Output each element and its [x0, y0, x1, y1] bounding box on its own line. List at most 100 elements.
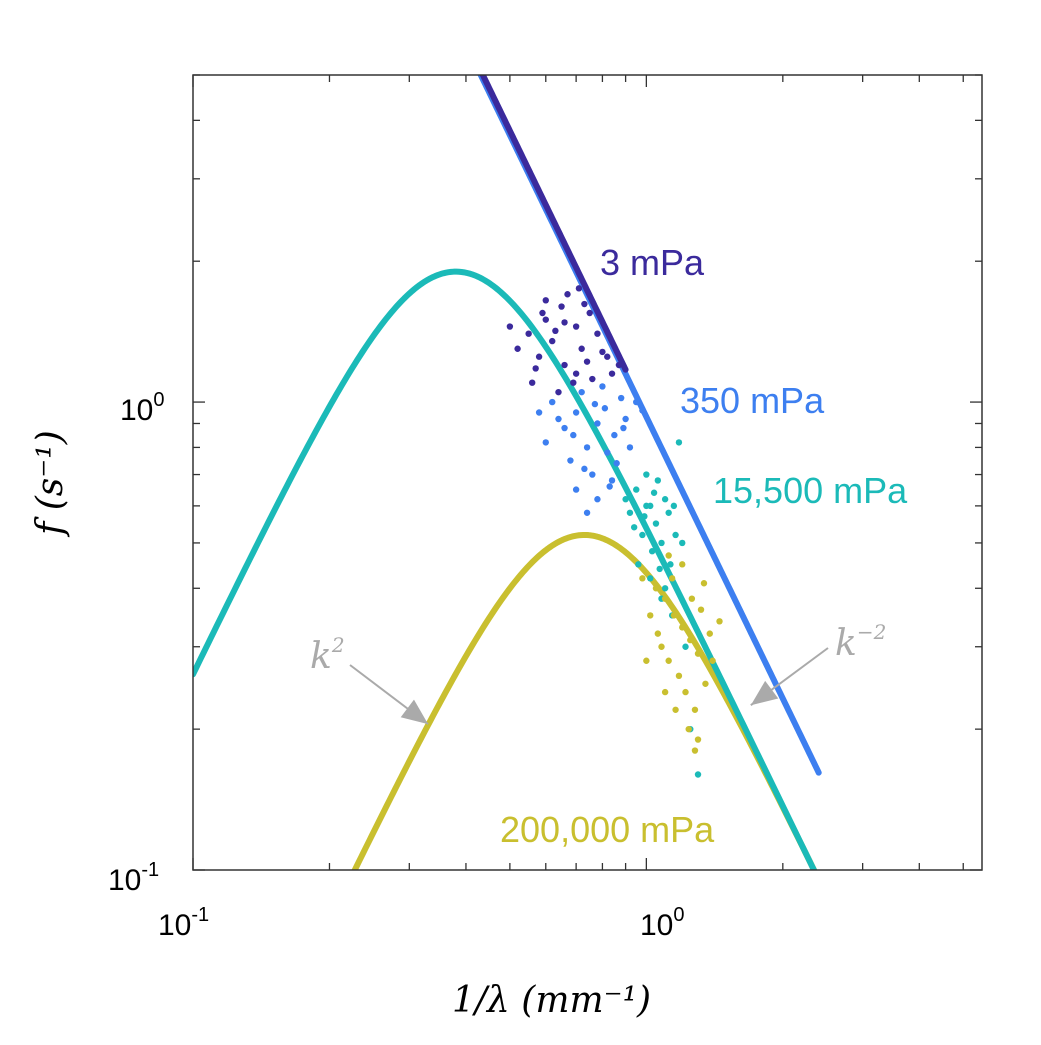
scatter-point — [672, 706, 679, 713]
scatter-point — [542, 316, 549, 323]
scatter-point — [679, 624, 686, 631]
scatter-point — [572, 486, 580, 493]
scatter-point — [688, 595, 696, 602]
scatter-point — [608, 370, 616, 377]
scatter-point — [687, 636, 694, 644]
scatter-point — [555, 415, 562, 423]
scatter-point — [575, 285, 583, 292]
scatter-point — [561, 424, 568, 432]
scatter-point — [564, 291, 571, 298]
scatter-point — [647, 502, 654, 510]
scatter-point — [549, 337, 556, 345]
scatter-point — [583, 509, 591, 516]
x-axis-title: 1/λ (mm⁻¹) — [452, 980, 651, 1021]
scatter-point — [611, 431, 618, 439]
y-tick-label-1: 100 — [120, 389, 165, 427]
annotation-k-2-label: k−2 — [835, 620, 886, 664]
y-axis-title: f (s⁻¹) — [30, 430, 71, 538]
scatter-point — [570, 379, 577, 386]
scatter-point — [535, 409, 543, 416]
scatter-point — [542, 297, 549, 304]
scatter-point — [604, 353, 611, 360]
scatter-point — [532, 365, 539, 372]
scatter-point — [667, 561, 674, 568]
scatter-point — [606, 483, 613, 490]
scatter-point — [665, 657, 672, 664]
scatter-point — [694, 771, 702, 778]
scatter-point — [539, 309, 546, 317]
scatter-point — [641, 513, 648, 520]
scatter-point — [647, 612, 654, 619]
fit-curves — [193, 75, 822, 870]
scatter-point — [626, 444, 634, 451]
scatter-point — [661, 585, 669, 592]
scatter-point — [639, 531, 646, 539]
scatter-point — [661, 688, 669, 696]
scatter-point — [604, 449, 611, 456]
scatter-point — [589, 471, 596, 478]
series-label-15500mpa: 15,500 mPa — [713, 470, 908, 511]
scatter-point — [622, 415, 629, 423]
scatter-point — [572, 323, 580, 330]
scatter-point — [599, 348, 606, 356]
scatter-point — [661, 496, 669, 503]
annotation-k-2-arrow-head — [750, 680, 779, 706]
scatter-point — [572, 370, 580, 377]
scatter-point — [626, 509, 634, 516]
scatter-point — [620, 424, 627, 432]
scatter-point — [670, 612, 678, 619]
scatter-point — [658, 539, 665, 547]
scatter-point — [615, 361, 623, 369]
scatter-point — [535, 353, 543, 360]
scatter-point — [552, 327, 559, 335]
scatter-point — [555, 388, 562, 396]
scatter-point — [591, 400, 599, 408]
scatter-point — [670, 502, 678, 510]
series-label-200000mpa: 200,000 mPa — [500, 809, 715, 850]
scatter-point — [583, 358, 591, 365]
scatter-point — [639, 575, 646, 582]
scatter-point — [633, 486, 640, 493]
scatter-point — [706, 630, 713, 637]
scatter-point — [572, 409, 580, 416]
scatter-point — [679, 539, 686, 547]
scatter-point — [558, 303, 565, 310]
scatter-point — [599, 383, 606, 390]
scatter-point — [633, 398, 640, 406]
scatter-point — [528, 379, 536, 386]
scatter-point — [617, 394, 625, 402]
scatter-point — [679, 561, 686, 568]
curve-15-500-mpa — [193, 268, 818, 870]
scatter-point — [654, 477, 662, 484]
scatter-point — [656, 565, 663, 573]
scatter-point — [672, 531, 679, 539]
annotation-k2-label: k2 — [310, 633, 345, 677]
scatter-point — [525, 330, 532, 337]
scatter-point — [697, 606, 705, 613]
scatter-point — [639, 407, 646, 414]
scatter-point — [567, 457, 574, 464]
x-tick-label-1: 100 — [640, 904, 685, 942]
scatter-point — [668, 575, 676, 582]
scatter-point — [716, 618, 723, 625]
x-tick-label-0: 10-1 — [158, 904, 209, 942]
scatter-point — [581, 465, 588, 473]
annotations — [349, 647, 829, 725]
series-label-3mpa: 3 mPa — [600, 242, 705, 283]
scatter-point — [694, 650, 702, 657]
scatter-point — [654, 630, 662, 637]
scatter-point — [514, 345, 521, 352]
scatter-point — [682, 643, 689, 650]
scatter-point — [594, 420, 601, 427]
scatter-point — [694, 736, 702, 743]
scatter-point — [578, 345, 585, 352]
scatter-point — [675, 439, 683, 446]
scatter-point — [685, 725, 692, 733]
scatter-point — [601, 405, 609, 412]
scatter-point — [506, 323, 514, 330]
curve-3-mpa — [479, 75, 629, 373]
scatter-points — [506, 285, 723, 778]
scatter-point — [589, 375, 596, 383]
scatter-point — [594, 330, 601, 337]
